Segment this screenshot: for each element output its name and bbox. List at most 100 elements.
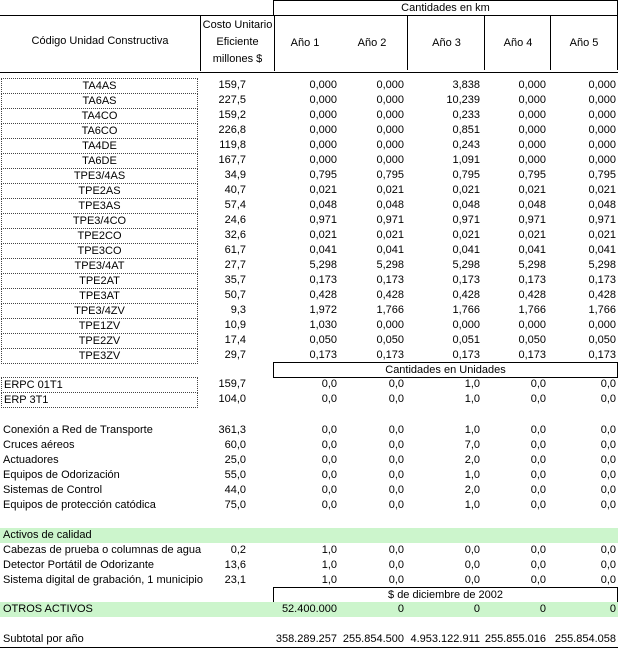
- row-label[interactable]: TA6CO: [1, 123, 198, 139]
- year-5-value: 0,0: [600, 378, 616, 390]
- year-4-value: 0,173: [518, 349, 546, 361]
- unit-cost: 119,8: [219, 139, 246, 151]
- year-4-value: 1,766: [518, 304, 546, 316]
- row-label[interactable]: TA6DE: [1, 153, 198, 169]
- year-3-value: 1,0: [464, 378, 480, 390]
- row-label[interactable]: TA4AS: [1, 78, 198, 94]
- unit-cost: 50,7: [224, 289, 246, 301]
- row-label[interactable]: TA4DE: [1, 138, 198, 154]
- row-label: Cabezas de prueba o columnas de agua: [3, 544, 202, 556]
- year-1-value: 0,173: [309, 274, 337, 286]
- unit-cost: 167,7: [218, 154, 246, 166]
- row-label[interactable]: TA6AS: [1, 93, 198, 109]
- unit-cost: 159,2: [218, 109, 246, 121]
- row-label[interactable]: TPE3AS: [1, 198, 198, 214]
- row-label[interactable]: TPE2CO: [1, 228, 198, 244]
- year-4-value: 0,0: [530, 544, 546, 556]
- subtotal-row: Subtotal por año 358.289.257 255.854.500 4.…: [0, 632, 618, 647]
- year-2-header: Año 2: [357, 37, 387, 49]
- km-row: TPE2ZV 17,4 0,050 0,050 0,051 0,050 0,050: [0, 333, 618, 349]
- row-label[interactable]: TA4CO: [1, 108, 198, 124]
- km-row: TPE2AS 40,7 0,021 0,021 0,021 0,021 0,021: [0, 183, 618, 199]
- year-2-value: 0,048: [376, 199, 404, 211]
- year-1-value: 0,173: [309, 349, 337, 361]
- year-2-value: 0,173: [376, 274, 404, 286]
- year-2-value: 5,298: [376, 259, 404, 271]
- unit-cost: 159,7: [218, 79, 246, 91]
- row-label[interactable]: TPE3/4AS: [1, 168, 198, 184]
- year-1-value: 0,000: [309, 109, 337, 121]
- unit-cost: 55,0: [224, 469, 246, 481]
- row-label[interactable]: ERP 3T1: [1, 392, 198, 408]
- row-label[interactable]: TPE1ZV: [1, 318, 198, 334]
- year-2-value: 0,0: [388, 393, 404, 405]
- other-row: Actuadores 25,0 0,0 0,0 2,0 0,0 0,0: [0, 453, 618, 468]
- year-5-value: 0,041: [588, 244, 616, 256]
- row-label[interactable]: ERPC 01T1: [1, 377, 198, 393]
- year-5-value: 255.854.058: [554, 633, 616, 645]
- unit-cost: 361,3: [218, 424, 246, 436]
- header-row: Código Unidad Constructiva Costo Unitari…: [0, 15, 618, 73]
- row-label[interactable]: TPE3CO: [1, 243, 198, 259]
- row-label: Subtotal por año: [3, 633, 84, 645]
- year-3-value: 1,766: [452, 304, 480, 316]
- unit-cost: 23,1: [224, 574, 246, 586]
- other-row: Conexión a Red de Transporte 361,3 0,0 0,0 1…: [0, 423, 618, 438]
- year-1-value: 52.400.000: [281, 603, 337, 615]
- year-header-1-2: Año 1 Año 2: [273, 16, 407, 70]
- row-label[interactable]: TPE2AT: [1, 273, 198, 289]
- km-row: TPE3AS 57,4 0,048 0,048 0,048 0,048 0,048: [0, 198, 618, 214]
- year-2-value: 0: [397, 603, 404, 615]
- year-5-value: 0,428: [588, 289, 616, 301]
- year-5-value: 0,0: [600, 439, 616, 451]
- year-1-value: 0,0: [321, 469, 337, 481]
- year-1-value: 0,0: [321, 499, 337, 511]
- cost-header-line: Costo Unitario: [202, 19, 273, 31]
- cost-header-line: millones $: [212, 53, 263, 65]
- unit-cost: 159,7: [218, 378, 246, 390]
- year-2-value: 0,428: [376, 289, 404, 301]
- year-2-value: 0,000: [376, 94, 404, 106]
- quality-row: Detector Portátil de Odorizante 13,6 1,0 0,…: [0, 558, 618, 573]
- year-5-value: 0,000: [588, 109, 616, 121]
- unit-cost: 40,7: [224, 184, 246, 196]
- year-2-value: 0,041: [376, 244, 404, 256]
- year-1-value: 358.289.257: [275, 633, 337, 645]
- year-3-value: 0,051: [452, 334, 480, 346]
- year-2-value: 1,766: [376, 304, 404, 316]
- year-1-value: 1,972: [309, 304, 337, 316]
- row-label[interactable]: TPE3AT: [1, 288, 198, 304]
- km-row: TA4AS 159,7 0,000 0,000 3,838 0,000 0,000: [0, 78, 618, 94]
- km-row: TPE3/4CO 24,6 0,971 0,971 0,971 0,971 0,971: [0, 213, 618, 229]
- km-row: TPE3/4AT 27,7 5,298 5,298 5,298 5,298 5,298: [0, 258, 618, 274]
- unit-cost: 57,4: [224, 199, 246, 211]
- row-label[interactable]: TPE2AS: [1, 183, 198, 199]
- year-3-value: 1,0: [464, 424, 480, 436]
- unit-cost: 25,0: [224, 454, 246, 466]
- row-label[interactable]: TPE2ZV: [1, 333, 198, 349]
- year-3-value: 0,021: [452, 229, 480, 241]
- year-3-value: 7,0: [464, 439, 480, 451]
- year-3-value: 0,851: [452, 124, 480, 136]
- year-1-value: 1,0: [321, 574, 337, 586]
- row-label[interactable]: TPE3/4ZV: [1, 303, 198, 319]
- unit-cost: 61,7: [224, 244, 246, 256]
- year-4-value: 0,0: [530, 574, 546, 586]
- year-3-value: 0,173: [452, 349, 480, 361]
- year-3-value: 0,0: [464, 559, 480, 571]
- year-5-value: 0,021: [588, 229, 616, 241]
- year-1-value: 1,0: [321, 544, 337, 556]
- row-label[interactable]: TPE3/4AT: [1, 258, 198, 274]
- row-label[interactable]: TPE3ZV: [1, 348, 198, 364]
- quality-section-header: Activos de calidad: [0, 528, 618, 543]
- year-3-value: 3,838: [452, 79, 480, 91]
- row-label[interactable]: TPE3/4CO: [1, 213, 198, 229]
- year-1-value: 1,0: [321, 559, 337, 571]
- year-5-value: 0,000: [588, 139, 616, 151]
- col-cost-header: Costo Unitario Eficiente millones $: [200, 16, 275, 71]
- year-4-value: 0,050: [518, 334, 546, 346]
- km-row: TPE3ZV 29,7 0,173 0,173 0,173 0,173 0,173: [0, 348, 618, 364]
- year-2-value: 0,021: [376, 229, 404, 241]
- year-1-value: 0,0: [321, 439, 337, 451]
- year-3-value: 0,000: [452, 319, 480, 331]
